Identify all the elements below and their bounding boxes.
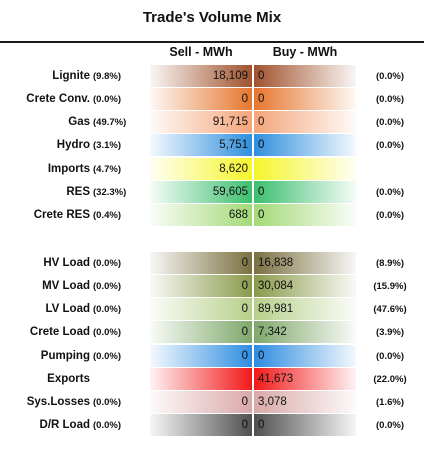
table-row: MV Load (0.0%) 0 30,084 (15.9%) (0, 275, 424, 298)
sell-value-cell: 59,605 (150, 181, 252, 203)
table-row: Crete Load (0.0%) 0 7,342 (3.9%) (0, 321, 424, 344)
buy-percent: (15.9%) (373, 281, 407, 292)
row-label: MV Load (42, 280, 90, 292)
header-rule (0, 41, 424, 43)
buy-value-cell: 7,342 (254, 321, 356, 343)
buy-value-cell: 89,981 (254, 298, 356, 320)
buy-percent: (0.0%) (376, 71, 404, 82)
table-row: HV Load (0.0%) 0 16,838 (8.9%) (0, 252, 424, 275)
sell-value-cell: 0 (150, 298, 252, 320)
sell-percent (93, 368, 145, 391)
table-row: D/R Load (0.0%) 0 0 (0.0%) (0, 414, 424, 437)
buy-percent: (0.0%) (376, 117, 404, 128)
sell-value-cell: 0 (150, 414, 252, 436)
sell-percent: (4.7%) (93, 164, 121, 175)
buy-value-cell: 0 (254, 134, 356, 156)
table-row: Exports 41,673 (22.0%) (0, 368, 424, 391)
table-row: LV Load (0.0%) 0 89,981 (47.6%) (0, 298, 424, 321)
sell-column-header: Sell - MWh (169, 45, 233, 59)
buy-value-cell: 41,673 (254, 368, 356, 390)
table-row: Sys.Losses (0.0%) 0 3,078 (1.6%) (0, 391, 424, 414)
buy-percent: (8.9%) (376, 258, 404, 269)
table-row: Crete Conv. (0.0%) 0 0 (0.0%) (0, 88, 424, 111)
sell-value-cell: 8,620 (150, 158, 252, 180)
buy-value-cell: 0 (254, 65, 356, 87)
row-label: Crete RES (33, 209, 90, 221)
sell-percent: (3.1%) (93, 140, 121, 151)
sell-value-cell: 0 (150, 321, 252, 343)
sell-percent: (0.0%) (93, 327, 121, 338)
buy-value-cell (254, 158, 356, 180)
buy-value-cell: 3,078 (254, 391, 356, 413)
buy-percent: (0.0%) (376, 420, 404, 431)
table-row: Gas (49.7%) 91,715 0 (0.0%) (0, 111, 424, 134)
sell-percent: (9.8%) (93, 71, 121, 82)
row-label: Crete Load (29, 326, 90, 338)
page-title: Trade's Volume Mix (142, 9, 282, 26)
buy-value-cell: 0 (254, 345, 356, 367)
buy-percent: (0.0%) (376, 94, 404, 105)
buy-value-cell: 0 (254, 111, 356, 133)
column-divider (252, 64, 254, 440)
row-label: HV Load (43, 257, 90, 269)
sell-percent: (0.0%) (93, 397, 121, 408)
buy-value-cell: 0 (254, 414, 356, 436)
buy-percent: (1.6%) (376, 397, 404, 408)
buy-percent (360, 158, 420, 181)
row-label: Sys.Losses (26, 396, 90, 408)
table-row: Hydro (3.1%) 5,751 0 (0.0%) (0, 134, 424, 157)
row-label: Crete Conv. (26, 93, 90, 105)
buy-value-cell: 0 (254, 88, 356, 110)
sell-percent: (0.0%) (93, 258, 121, 269)
sell-value-cell: 0 (150, 275, 252, 297)
buy-value-cell: 0 (254, 181, 356, 203)
buy-percent: (0.0%) (376, 187, 404, 198)
table-row: Imports (4.7%) 8,620 (0, 158, 424, 181)
table-row: RES (32.3%) 59,605 0 (0.0%) (0, 181, 424, 204)
sell-value-cell: 0 (150, 88, 252, 110)
buy-percent: (0.0%) (376, 140, 404, 151)
row-label: D/R Load (39, 419, 90, 431)
buy-percent: (3.9%) (376, 327, 404, 338)
row-label: Imports (47, 163, 90, 175)
sell-value-cell: 0 (150, 345, 252, 367)
buy-value-cell: 16,838 (254, 252, 356, 274)
sell-percent: (0.4%) (93, 210, 121, 221)
sell-value-cell: 0 (150, 252, 252, 274)
buy-percent: (0.0%) (376, 210, 404, 221)
sell-value-cell: 0 (150, 391, 252, 413)
sell-percent: (49.7%) (93, 117, 127, 128)
buy-percent: (22.0%) (373, 374, 407, 385)
sell-percent: (0.0%) (93, 304, 121, 315)
table-row: Crete RES (0.4%) 688 0 (0.0%) (0, 204, 424, 227)
buy-percent: (47.6%) (373, 304, 407, 315)
buy-value-cell: 30,084 (254, 275, 356, 297)
sell-value-cell: 18,109 (150, 65, 252, 87)
sell-percent: (0.0%) (93, 420, 121, 431)
sell-value-cell: 688 (150, 204, 252, 226)
row-label: Gas (68, 116, 90, 128)
buy-percent: (0.0%) (376, 351, 404, 362)
row-label: RES (66, 186, 90, 198)
table-row: Pumping (0.0%) 0 0 (0.0%) (0, 345, 424, 368)
sell-percent: (0.0%) (93, 281, 121, 292)
row-label: Hydro (56, 139, 90, 151)
row-label: Exports (47, 373, 90, 385)
buy-column-header: Buy - MWh (272, 45, 338, 59)
sell-percent: (32.3%) (93, 187, 127, 198)
row-label: Pumping (40, 350, 90, 362)
sell-percent: (0.0%) (93, 351, 121, 362)
sell-percent: (0.0%) (93, 94, 121, 105)
sell-value-cell: 91,715 (150, 111, 252, 133)
sell-value-cell (150, 368, 252, 390)
table-row: Lignite (9.8%) 18,109 0 (0.0%) (0, 65, 424, 88)
row-label: Lignite (52, 70, 90, 82)
row-label: LV Load (45, 303, 90, 315)
buy-value-cell: 0 (254, 204, 356, 226)
sell-value-cell: 5,751 (150, 134, 252, 156)
